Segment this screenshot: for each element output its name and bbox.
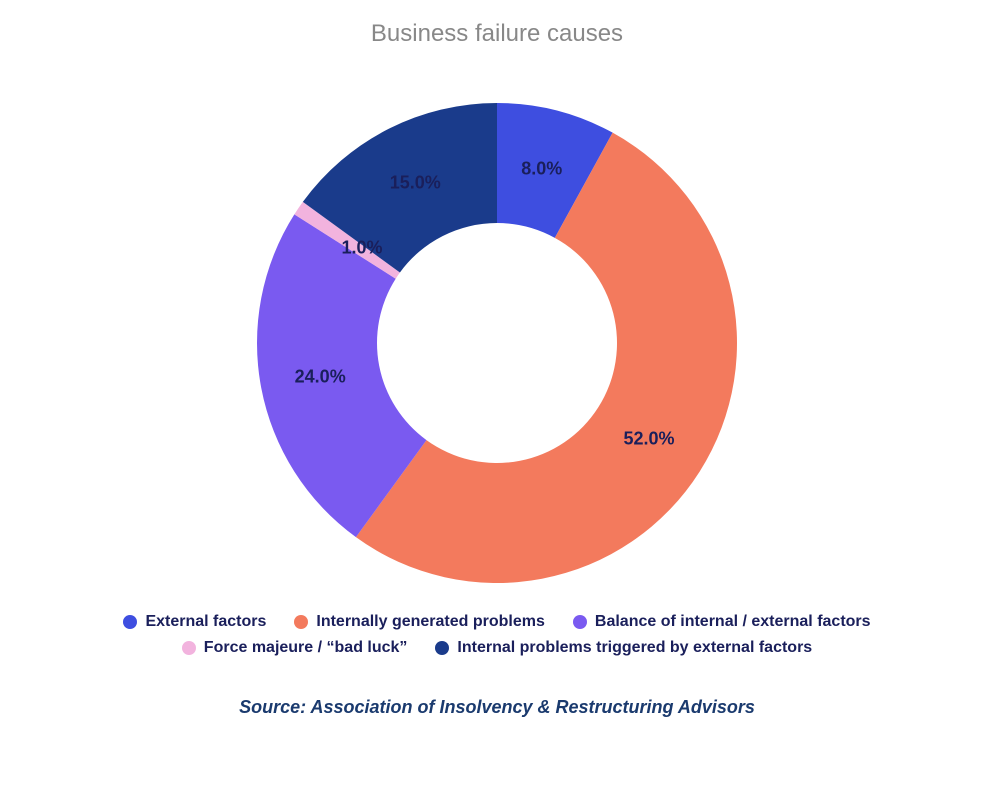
legend-label: Force majeure / “bad luck” (204, 639, 408, 657)
chart-legend: External factorsInternally generated pro… (47, 613, 947, 657)
chart-title: Business failure causes (371, 20, 623, 48)
slice-label: 8.0% (521, 158, 562, 179)
donut-svg (217, 53, 777, 613)
legend-bullet-icon (182, 641, 196, 655)
legend-label: Internal problems triggered by external … (457, 639, 812, 657)
legend-bullet-icon (123, 615, 137, 629)
legend-item: Internal problems triggered by external … (435, 639, 812, 657)
donut-chart: 8.0% 52.0% 24.0% 1.0% 15.0% (217, 53, 777, 613)
legend-item: Force majeure / “bad luck” (182, 639, 408, 657)
chart-container: Business failure causes 8.0% 52.0% 24.0% 1.… (0, 0, 994, 802)
slice-label: 1.0% (341, 238, 382, 259)
slice-label: 52.0% (623, 429, 674, 450)
slice-label: 24.0% (295, 366, 346, 387)
slice-label: 15.0% (390, 172, 441, 193)
chart-source: Source: Association of Insolvency & Rest… (239, 697, 755, 718)
legend-bullet-icon (435, 641, 449, 655)
